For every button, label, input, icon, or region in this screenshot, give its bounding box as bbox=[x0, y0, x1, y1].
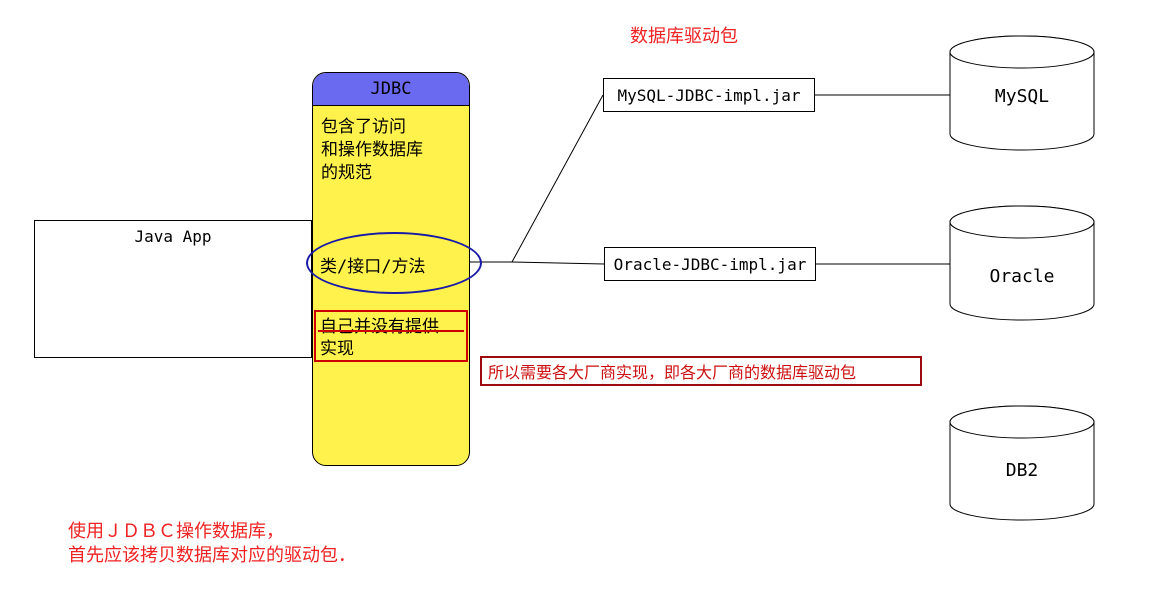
mysql-driver-jar: MySQL-JDBC-impl.jar bbox=[603, 78, 815, 112]
oracle-jar-label: Oracle-JDBC-impl.jar bbox=[614, 255, 807, 274]
mysql-jar-label: MySQL-JDBC-impl.jar bbox=[617, 86, 800, 105]
oracle-driver-jar: Oracle-JDBC-impl.jar bbox=[604, 247, 816, 281]
java-app-box: Java App bbox=[34, 220, 312, 358]
oracle-cylinder bbox=[950, 206, 1094, 320]
vendor-annotation-box: 所以需要各大厂商实现，即各大厂商的数据库驱动包 bbox=[480, 356, 922, 386]
jdbc-red-box: 自己并没有提供 实现 bbox=[314, 310, 468, 362]
mysql-db-label: MySQL bbox=[952, 86, 1092, 107]
jdbc-header: JDBC bbox=[313, 73, 469, 106]
bottom-note: 使用ＪＤＢＣ操作数据库， 首先应该拷贝数据库对应的驱动包． bbox=[68, 520, 356, 569]
java-app-label: Java App bbox=[134, 227, 211, 246]
driver-package-label: 数据库驱动包 bbox=[630, 22, 738, 48]
jdbc-middle-text: 类/接口/方法 bbox=[320, 252, 425, 277]
jdbc-desc: 包含了访问 和操作数据库 的规范 bbox=[313, 106, 469, 185]
oracle-db-label: Oracle bbox=[952, 266, 1092, 287]
bottom-note-line2: 首先应该拷贝数据库对应的驱动包． bbox=[68, 545, 356, 566]
vendor-annotation-text: 所以需要各大厂商实现，即各大厂商的数据库驱动包 bbox=[488, 359, 856, 383]
db2-db-label: DB2 bbox=[952, 460, 1092, 481]
jdbc-red-underline bbox=[318, 330, 464, 332]
bottom-note-line1: 使用ＪＤＢＣ操作数据库， bbox=[68, 521, 284, 542]
